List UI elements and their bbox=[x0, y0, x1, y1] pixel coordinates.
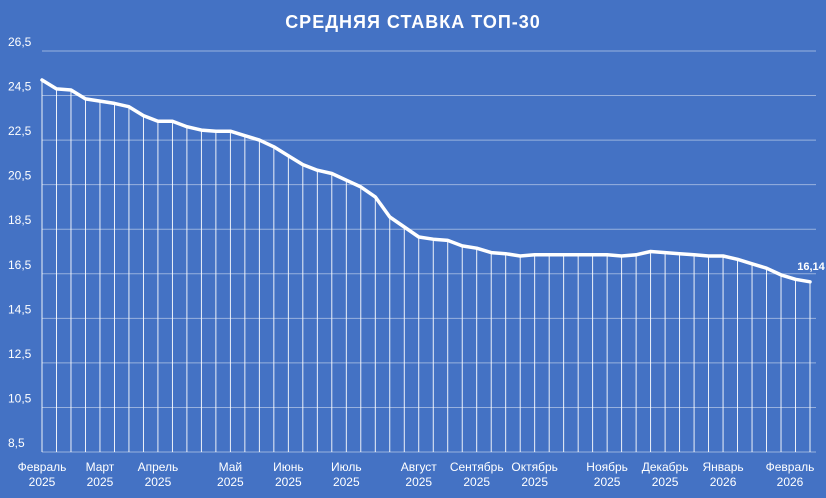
y-tick-label: 8,5 bbox=[8, 436, 25, 450]
data-point bbox=[432, 238, 435, 241]
x-tick-month: Сентябрь bbox=[450, 460, 504, 474]
y-tick-label: 22,5 bbox=[8, 124, 32, 138]
x-tick-year: 2025 bbox=[145, 475, 172, 489]
data-point bbox=[55, 87, 58, 91]
data-point bbox=[750, 262, 754, 265]
data-point bbox=[547, 253, 551, 257]
y-tick-label: 12,5 bbox=[8, 347, 32, 361]
x-tick-year: 2025 bbox=[87, 475, 114, 489]
data-point bbox=[678, 252, 681, 255]
data-point bbox=[765, 267, 768, 270]
data-point bbox=[808, 280, 812, 283]
x-tick-month: Октябрь bbox=[511, 460, 558, 474]
y-tick-label: 24,5 bbox=[8, 80, 32, 94]
data-point bbox=[417, 235, 420, 239]
data-point bbox=[779, 273, 783, 277]
data-point bbox=[562, 253, 565, 257]
x-tick-year: 2025 bbox=[405, 475, 432, 489]
data-point bbox=[40, 78, 44, 82]
data-point bbox=[663, 251, 667, 254]
data-point bbox=[359, 185, 362, 189]
x-tick-month: Август bbox=[401, 460, 438, 474]
data-point bbox=[721, 254, 725, 258]
series-line bbox=[40, 78, 812, 284]
y-tick-label: 26,5 bbox=[8, 35, 32, 49]
data-point bbox=[287, 154, 290, 157]
x-tick-year: 2025 bbox=[463, 475, 490, 489]
data-point bbox=[156, 119, 160, 123]
data-point bbox=[214, 130, 218, 133]
x-tick-month: Февраль bbox=[18, 460, 67, 474]
x-tick-month: Март bbox=[86, 460, 115, 474]
data-point bbox=[113, 102, 116, 105]
x-tick-month: Февраль bbox=[766, 460, 815, 474]
data-point bbox=[634, 253, 638, 257]
x-tick-year: 2025 bbox=[521, 475, 548, 489]
x-tick-month: Май bbox=[219, 460, 243, 474]
y-tick-label: 14,5 bbox=[8, 302, 32, 316]
data-point bbox=[446, 239, 449, 242]
data-point bbox=[258, 138, 261, 142]
data-point bbox=[185, 125, 189, 128]
x-tick-year: 2025 bbox=[333, 475, 360, 489]
data-point bbox=[374, 195, 377, 199]
data-point bbox=[490, 251, 493, 254]
y-tick-label: 20,5 bbox=[8, 169, 32, 183]
x-tick-year: 2025 bbox=[652, 475, 679, 489]
data-point bbox=[69, 88, 73, 92]
data-point bbox=[272, 145, 276, 148]
data-point bbox=[127, 105, 131, 108]
x-tick-year: 2025 bbox=[275, 475, 302, 489]
x-tick-month: Январь bbox=[702, 460, 743, 474]
y-tick-label: 18,5 bbox=[8, 213, 32, 227]
x-tick-month: Июнь bbox=[273, 460, 304, 474]
x-tick-year: 2026 bbox=[710, 475, 737, 489]
data-point bbox=[736, 258, 739, 261]
x-tick-year: 2026 bbox=[777, 475, 804, 489]
data-point bbox=[475, 246, 478, 250]
data-point bbox=[692, 253, 696, 257]
data-point bbox=[518, 254, 522, 258]
data-point bbox=[330, 172, 334, 175]
data-point bbox=[504, 252, 507, 255]
data-point bbox=[533, 253, 536, 257]
data-point bbox=[316, 168, 319, 172]
chart-title: СРЕДНЯЯ СТАВКА ТОП-30 bbox=[285, 12, 541, 32]
data-point bbox=[794, 278, 797, 281]
data-point bbox=[243, 134, 247, 137]
data-point bbox=[620, 254, 623, 258]
y-tick-label: 16,5 bbox=[8, 258, 32, 272]
x-tick-month: Июль bbox=[331, 460, 362, 474]
data-point bbox=[591, 253, 594, 257]
data-point bbox=[229, 130, 232, 133]
data-point bbox=[98, 99, 102, 103]
data-point bbox=[84, 97, 87, 101]
data-point bbox=[461, 244, 464, 248]
x-tick-year: 2025 bbox=[29, 475, 56, 489]
data-point bbox=[707, 254, 710, 258]
data-point bbox=[171, 119, 174, 123]
data-point bbox=[649, 250, 652, 253]
y-tick-label: 10,5 bbox=[8, 391, 32, 405]
data-point bbox=[388, 215, 391, 219]
data-point bbox=[605, 253, 609, 257]
data-point bbox=[200, 128, 203, 132]
x-tick-month: Декабрь bbox=[642, 460, 689, 474]
data-point bbox=[142, 114, 145, 117]
data-label: 16,14 bbox=[797, 261, 825, 273]
data-point bbox=[576, 253, 580, 257]
data-point bbox=[403, 225, 406, 229]
data-point bbox=[301, 163, 305, 166]
data-point bbox=[345, 179, 348, 182]
x-tick-year: 2025 bbox=[594, 475, 621, 489]
x-tick-month: Апрель bbox=[138, 460, 179, 474]
x-tick-month: Ноябрь bbox=[586, 460, 628, 474]
x-tick-year: 2025 bbox=[217, 475, 244, 489]
